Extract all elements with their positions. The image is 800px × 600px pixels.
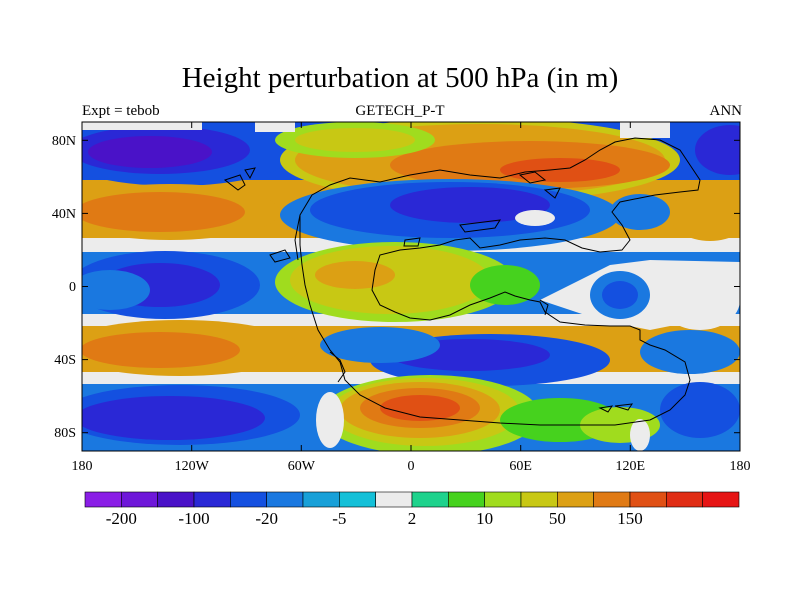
colorbar-label: -20 — [255, 509, 278, 528]
colorbar-swatch — [193, 491, 231, 508]
colorbar-swatch — [629, 491, 667, 508]
contour-field — [82, 122, 740, 451]
y-tick-label: 40N — [52, 207, 76, 222]
colorbar-swatch — [230, 491, 267, 508]
colorbar-label: -200 — [106, 509, 137, 528]
y-tick-label: 80N — [52, 134, 76, 149]
y-tick-label: 80S — [54, 426, 76, 441]
x-tick-label: 60W — [288, 459, 316, 474]
colorbar-label: 2 — [408, 509, 417, 528]
colorbar-swatch — [84, 491, 122, 508]
colorbar-swatch — [666, 491, 703, 508]
x-tick-label: 120W — [175, 459, 210, 474]
colorbar-swatch — [557, 491, 594, 508]
colorbar-swatch — [266, 491, 304, 508]
y-ticks — [82, 139, 740, 434]
colorbar-labels: -200 -100 -20 -5 2 10 50 150 — [106, 509, 643, 528]
colorbar-swatch — [157, 491, 195, 508]
colorbar-swatch — [520, 491, 558, 508]
colorbar-swatch — [339, 491, 376, 508]
colorbar-swatch — [375, 491, 413, 508]
colorbar-label: 150 — [617, 509, 643, 528]
y-tick-label: 0 — [69, 280, 76, 295]
continent-outline — [223, 137, 701, 426]
colorbar-swatch — [302, 491, 340, 508]
colorbar-swatch — [448, 491, 485, 508]
colorbar-swatch — [121, 491, 158, 508]
x-tick-label: 180 — [730, 459, 751, 474]
colorbar-swatch — [593, 491, 631, 508]
x-ticks — [81, 122, 741, 451]
colorbar-label: 10 — [476, 509, 493, 528]
colorbar-swatch — [484, 491, 522, 508]
colorbar-label: -5 — [332, 509, 346, 528]
colorbar — [84, 491, 740, 508]
colorbar-swatch — [702, 491, 740, 508]
plot-title: Height perturbation at 500 hPa (in m) — [181, 62, 619, 94]
colorbar-swatch — [411, 491, 449, 508]
colorbar-label: 50 — [549, 509, 566, 528]
season-label: ANN — [709, 103, 743, 119]
x-tick-label: 60E — [509, 459, 532, 474]
plot-subtitle: GETECH_P-T — [355, 103, 445, 119]
experiment-label: Expt = tebob — [82, 103, 160, 119]
y-tick-label: 40S — [54, 353, 76, 368]
x-tick-label: 120E — [616, 459, 646, 474]
colorbar-label: -100 — [178, 509, 209, 528]
x-tick-label: 0 — [408, 459, 415, 474]
x-tick-label: 180 — [72, 459, 93, 474]
